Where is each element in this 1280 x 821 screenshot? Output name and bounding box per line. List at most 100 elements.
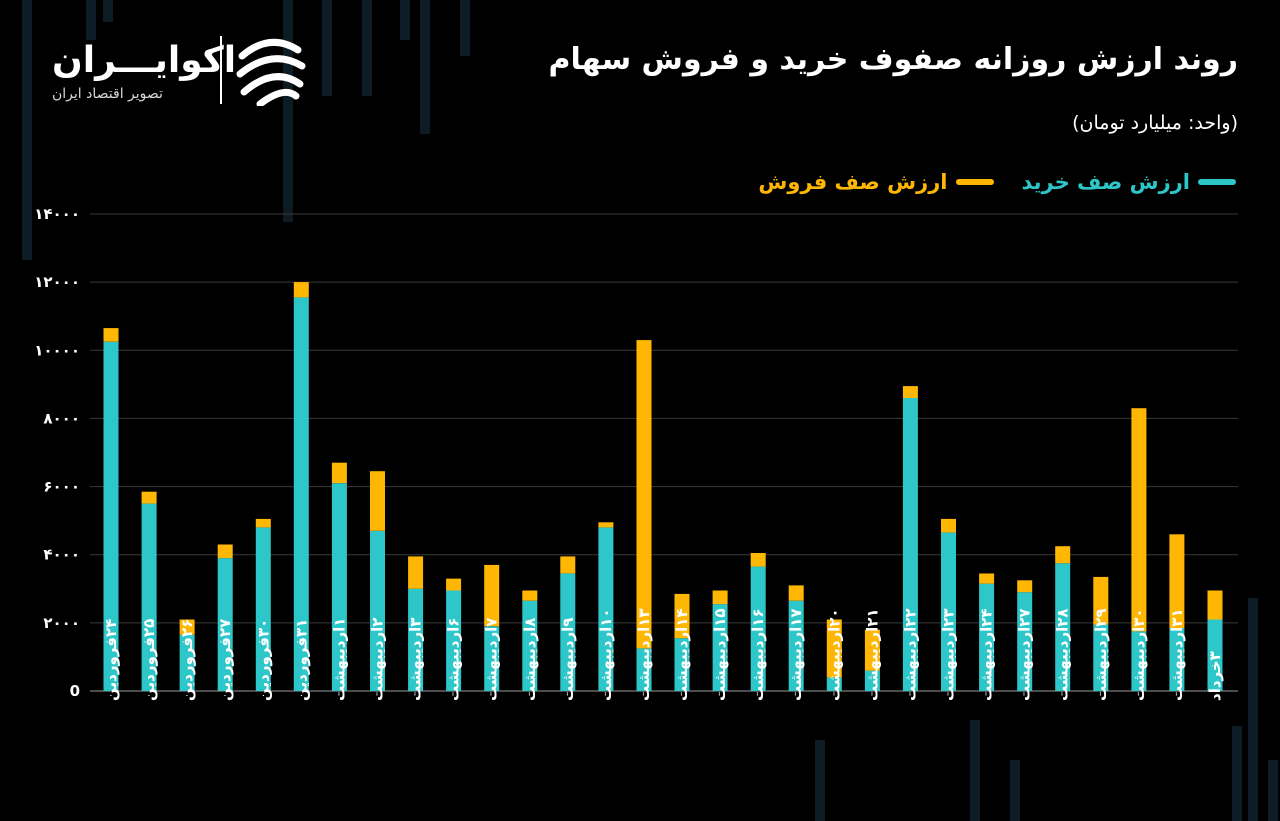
bar-sell: [902, 386, 918, 398]
x-tick-label: ۱۴اردیبهشت: [673, 608, 691, 701]
bar-sell: [179, 619, 195, 635]
x-tick-label: ۳اردیبهشت: [407, 618, 425, 701]
bar-buy: [293, 297, 309, 691]
x-axis-labels: ۲۴فروردین ۲۵فروردین ۲۶فروردین ۲۷فروردین ۳۰فر…: [102, 608, 1224, 701]
y-tick-label: ۱۰۰۰۰: [34, 341, 80, 359]
x-tick-label: ۳۰فروردین: [254, 619, 272, 701]
x-tick-label: ۱۷اردیبهشت: [787, 608, 805, 701]
bar-sell: [255, 518, 271, 528]
x-tick-label: ۳۱اردیبهشت: [1168, 608, 1186, 701]
bar-buy: [522, 600, 538, 691]
bar-buy: [1131, 631, 1147, 691]
legend: ارزش صف خرید ارزش صف فروش: [730, 170, 1236, 194]
bar-buy: [560, 573, 576, 691]
x-tick-label: ۲۵فروردین: [140, 619, 158, 701]
y-tick-label: ۱۲۰۰۰: [34, 273, 80, 291]
bar-sell: [598, 522, 614, 528]
bar-buy: [1055, 563, 1071, 691]
bar-buy: [598, 527, 614, 691]
legend-swatch-buy: [1198, 179, 1236, 185]
legend-label-sell: ارزش صف فروش: [758, 170, 948, 194]
x-tick-label: ۲۴فروردین: [102, 619, 120, 701]
x-tick-label: ۳۰اردیبهشت: [1130, 608, 1148, 701]
legend-label-buy: ارزش صف خرید: [1021, 170, 1191, 194]
bar-sell: [484, 564, 500, 627]
bar-buy: [979, 583, 995, 691]
bar-buy: [179, 634, 195, 691]
logo-divider: [220, 36, 222, 104]
logo-mark-icon: [236, 38, 306, 106]
bar-sell: [331, 462, 347, 484]
x-tick-label: ۲۷فروردین: [216, 619, 234, 701]
bar-sell: [141, 491, 157, 504]
bar-sell: [712, 590, 728, 605]
bar-sell: [103, 328, 119, 342]
legend-swatch-sell: [955, 179, 994, 185]
bar-buy: [864, 670, 880, 691]
bar-sell: [522, 590, 538, 601]
logo: اکوایـــران تصویر اقتصاد ایران: [48, 36, 318, 116]
bar-buy: [331, 483, 347, 691]
bar-buy: [1093, 624, 1109, 691]
bar-buy: [674, 638, 690, 691]
x-tick-label: ۲۱اردیبهشت: [863, 608, 881, 701]
bar-buy: [370, 530, 385, 691]
bar-sell: [1169, 534, 1185, 628]
bar-buy: [1169, 628, 1185, 691]
legend-item-sell: ارزش صف فروش: [758, 170, 994, 194]
bar-buy: [408, 588, 424, 691]
x-tick-label: ۲۹اردیبهشت: [1092, 608, 1110, 701]
bar-sell: [941, 518, 956, 533]
x-tick-label: ۲۸اردیبهشت: [1054, 608, 1072, 701]
bar-buy: [902, 398, 918, 691]
bar-sell: [674, 593, 690, 639]
bar-buy: [941, 532, 956, 691]
bar-buy: [636, 648, 652, 691]
bar-buy: [484, 626, 500, 691]
x-tick-label: ۱۵اردیبهشت: [711, 608, 729, 701]
x-tick-label: ۱اردیبهشت: [330, 618, 348, 701]
bar-buy: [255, 527, 271, 691]
x-tick-label: ۶اردیبهشت: [445, 618, 463, 701]
chart-unit: (واحد: میلیارد تومان): [1072, 112, 1238, 134]
bar-buy: [1207, 619, 1223, 691]
x-tick-label: ۲۲اردیبهشت: [901, 608, 919, 701]
x-tick-label: ۸اردیبهشت: [521, 618, 539, 701]
x-tick-label: ۲اردیبهشت: [369, 618, 387, 701]
y-tick-label: ۶۰۰۰: [43, 478, 80, 496]
bar-buy: [750, 566, 766, 691]
bar-sell: [1131, 408, 1147, 632]
x-tick-label: ۳خرداد: [1206, 651, 1224, 701]
bar-sell: [1093, 576, 1109, 625]
bar-sell: [560, 556, 576, 574]
y-tick-label: ۸۰۰۰: [43, 409, 80, 427]
x-tick-label: ۲۰اردیبهشت: [825, 608, 843, 701]
y-tick-label: ۴۰۰۰: [43, 546, 80, 564]
x-tick-label: ۲۷اردیبهشت: [1016, 608, 1034, 701]
bar-buy: [1017, 592, 1033, 691]
x-tick-label: ۲۳اردیبهشت: [940, 608, 958, 701]
x-tick-label: ۱۰اردیبهشت: [597, 608, 615, 701]
legend-item-buy: ارزش صف خرید: [1021, 170, 1236, 194]
bar-sell: [636, 340, 652, 649]
bars: [103, 282, 1223, 691]
bar-buy: [217, 558, 233, 691]
chart-title: روند ارزش روزانه صفوف خرید و فروش سهام: [548, 42, 1238, 77]
bar-buy: [712, 604, 728, 691]
bar-sell: [370, 471, 385, 531]
x-tick-label: ۱۳اردیبهشت: [635, 608, 653, 701]
x-tick-label: ۲۴اردیبهشت: [978, 608, 996, 701]
x-tick-label: ۷اردیبهشت: [483, 618, 501, 701]
bar-buy: [446, 590, 462, 691]
bar-buy: [788, 600, 804, 691]
bar-sell: [979, 573, 995, 584]
x-tick-label: ۳۱فروردین: [292, 619, 310, 701]
y-tick-label: 0: [70, 682, 80, 700]
x-tick-label: ۹اردیبهشت: [559, 618, 577, 701]
bar-sell: [217, 544, 233, 559]
y-axis-ticks: 0 ۲۰۰۰ ۴۰۰۰ ۶۰۰۰ ۸۰۰۰ ۱۰۰۰۰ ۱۲۰۰۰ ۱۴۰۰۰: [34, 205, 80, 700]
bar-sell: [1017, 580, 1033, 593]
bar-sell: [750, 553, 766, 567]
